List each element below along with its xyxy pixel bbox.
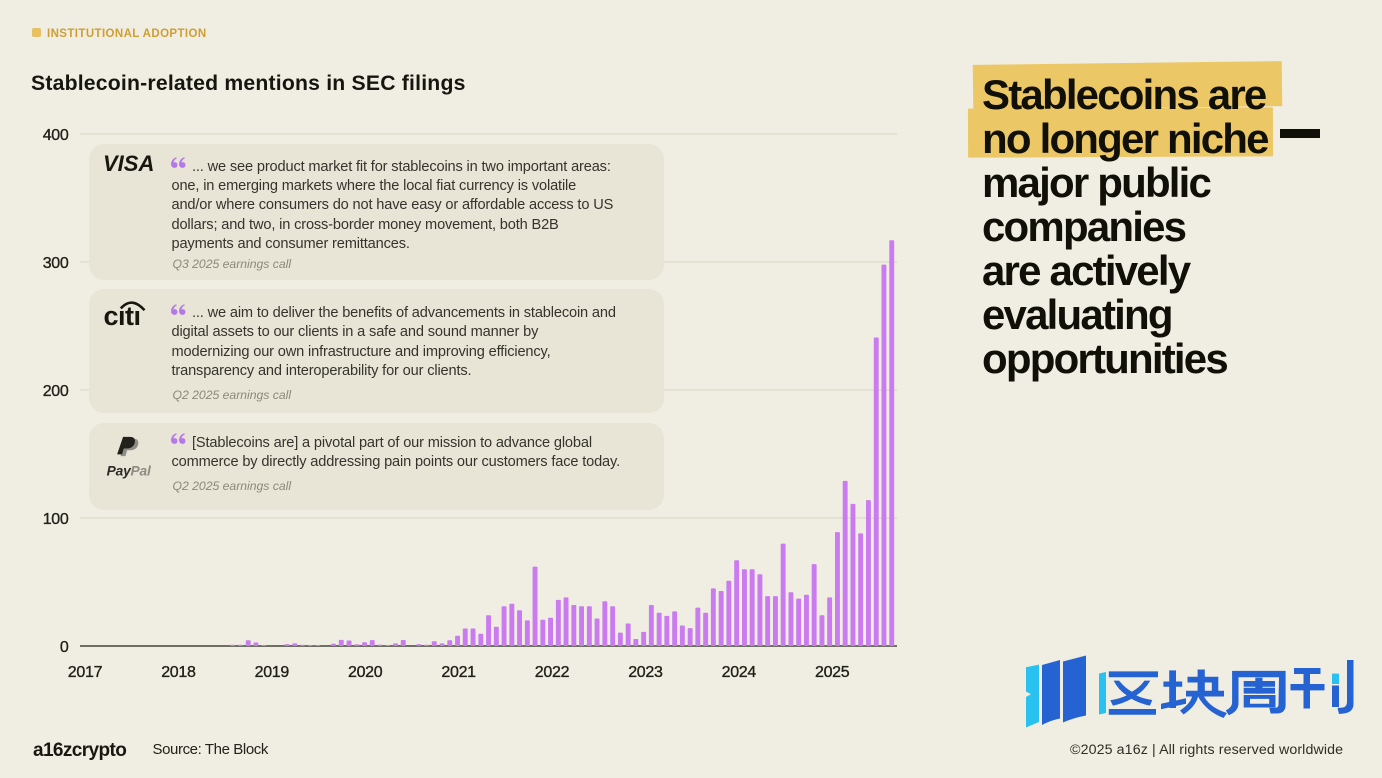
svg-text:2021: 2021: [441, 664, 476, 681]
svg-text:2018: 2018: [161, 664, 196, 681]
svg-text:2019: 2019: [255, 664, 290, 681]
svg-text:PayPal: PayPal: [107, 464, 152, 479]
svg-text:400: 400: [43, 127, 69, 144]
svg-text:2023: 2023: [628, 664, 663, 681]
svg-text:2024: 2024: [722, 664, 757, 681]
svg-text:2017: 2017: [68, 664, 103, 681]
svg-text:2025: 2025: [815, 664, 850, 681]
svg-text:2020: 2020: [348, 664, 383, 681]
svg-text:0: 0: [60, 639, 69, 656]
svg-text:200: 200: [43, 383, 69, 400]
svg-text:2022: 2022: [535, 664, 570, 681]
svg-text:100: 100: [43, 511, 69, 528]
svg-text:300: 300: [43, 255, 69, 272]
